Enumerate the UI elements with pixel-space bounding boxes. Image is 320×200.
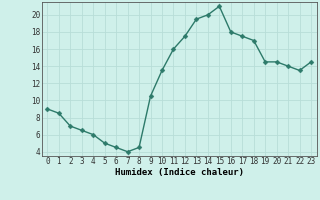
X-axis label: Humidex (Indice chaleur): Humidex (Indice chaleur)	[115, 168, 244, 177]
